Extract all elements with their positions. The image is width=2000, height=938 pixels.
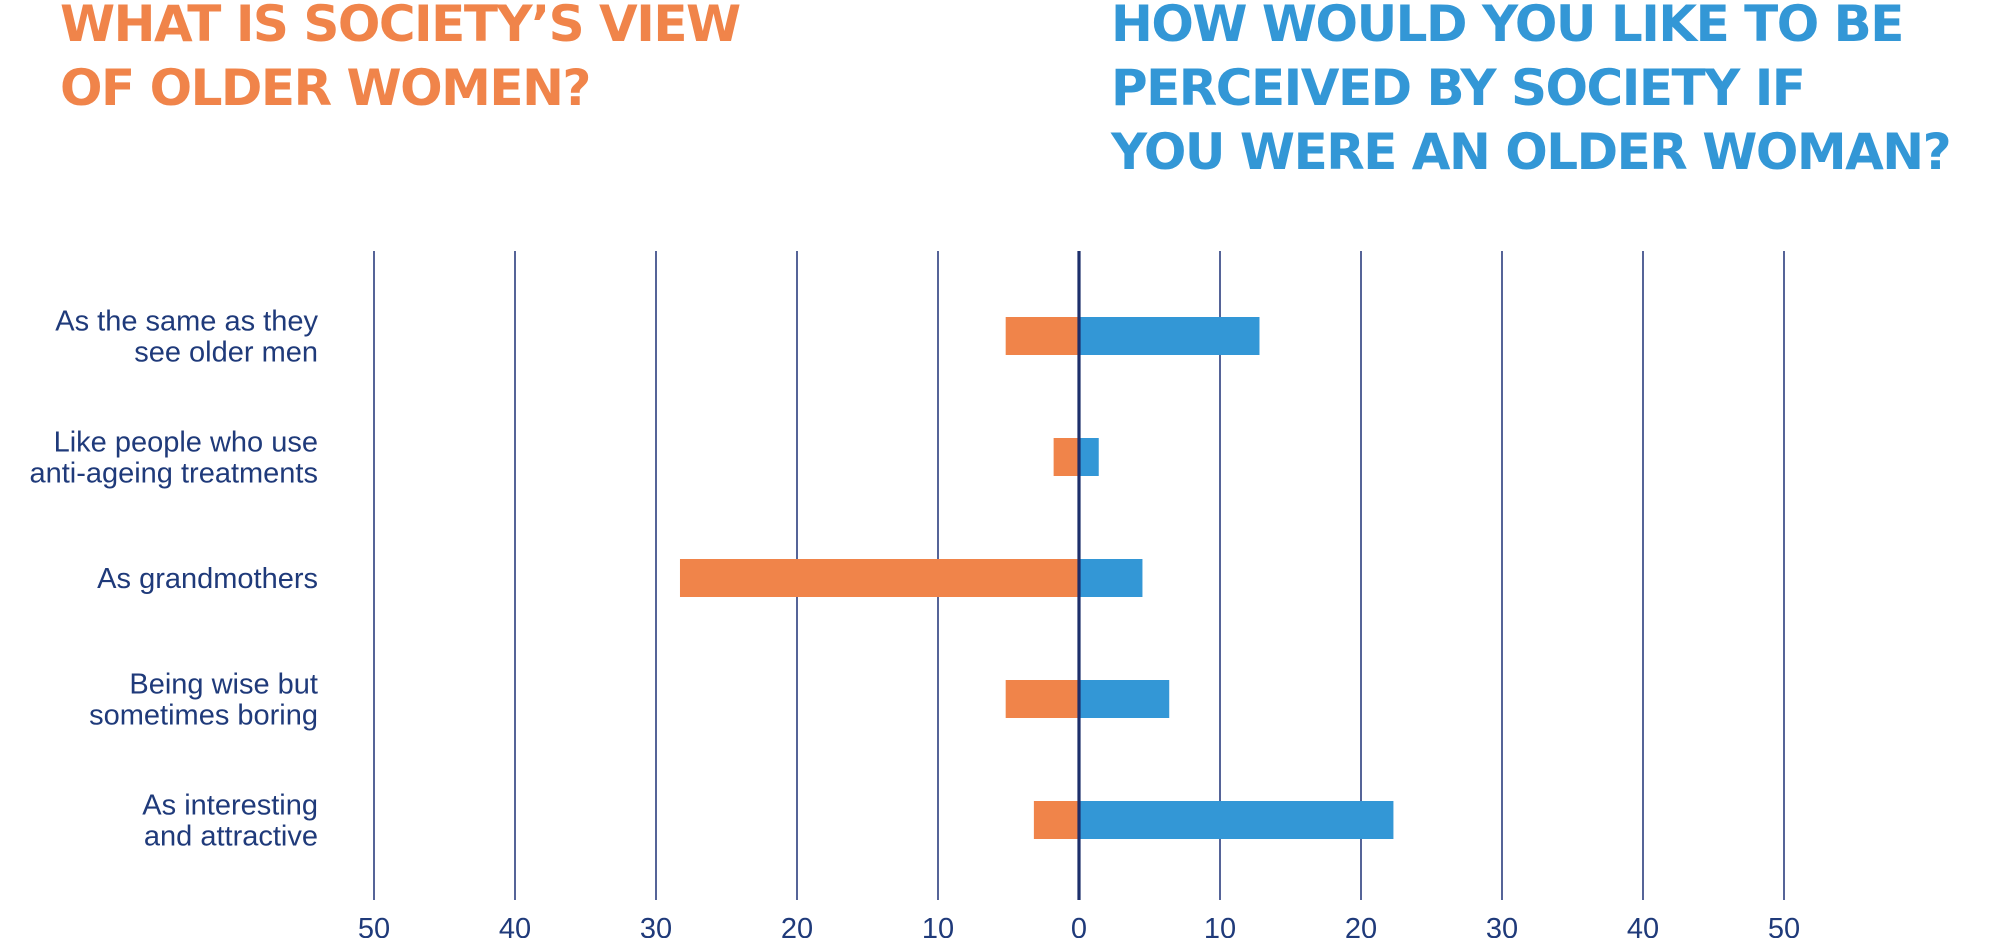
- category-label-line: sometimes boring: [89, 700, 318, 732]
- category-labels: As the same as they see older men Like peo…: [29, 306, 318, 853]
- x-tick-label: 30: [640, 913, 672, 938]
- left-chart-title: WHAT IS SOCIETY’S VIEW OF OLDER WOMEN?: [60, 0, 741, 117]
- x-tick-label: 10: [1204, 913, 1236, 938]
- category-label-line: As the same as they: [55, 306, 318, 338]
- preferred-view-bar: [1079, 801, 1394, 839]
- society-view-bar: [1005, 680, 1079, 718]
- category-label: Being wise but sometimes boring: [89, 669, 318, 732]
- preferred-view-bar: [1079, 317, 1260, 355]
- category-label-line: As grandmothers: [97, 563, 318, 595]
- x-tick-label: 20: [1345, 913, 1377, 938]
- x-tick-label: 30: [1486, 913, 1518, 938]
- x-tick-label: 50: [1768, 913, 1800, 938]
- society-view-bar: [1033, 801, 1079, 839]
- society-view-bar: [679, 559, 1079, 597]
- category-label-line: Being wise but: [129, 669, 318, 701]
- x-tick-label: 10: [922, 913, 954, 938]
- category-label: As the same as they see older men: [55, 306, 318, 369]
- category-label: As grandmothers: [97, 563, 318, 595]
- x-tick-label: 40: [1627, 913, 1659, 938]
- society-view-bar: [1005, 317, 1079, 355]
- society-view-bar: [1053, 438, 1079, 476]
- x-tick-label: 0: [1071, 913, 1087, 938]
- preferred-view-bar: [1079, 438, 1099, 476]
- right-chart-title: HOW WOULD YOU LIKE TO BE PERCEIVED BY SO…: [1111, 0, 1952, 181]
- category-label-line: anti-ageing treatments: [29, 458, 318, 490]
- gridlines: [373, 251, 1785, 900]
- x-tick-label: 40: [499, 913, 531, 938]
- category-label-line: and attractive: [144, 821, 318, 853]
- x-tick-labels: 50 40 30 20 10 0 10 20 30 40 50: [358, 913, 1800, 938]
- category-label: Like people who use anti-ageing treatment…: [29, 427, 318, 490]
- category-label-line: As interesting: [142, 790, 318, 822]
- preferred-view-bar: [1079, 680, 1170, 718]
- category-label-line: see older men: [134, 337, 318, 369]
- bars: [679, 317, 1394, 839]
- category-label-line: Like people who use: [54, 427, 318, 459]
- x-tick-label: 20: [781, 913, 813, 938]
- preferred-view-bar: [1079, 559, 1143, 597]
- x-tick-label: 50: [358, 913, 390, 938]
- category-label: As interesting and attractive: [142, 790, 318, 853]
